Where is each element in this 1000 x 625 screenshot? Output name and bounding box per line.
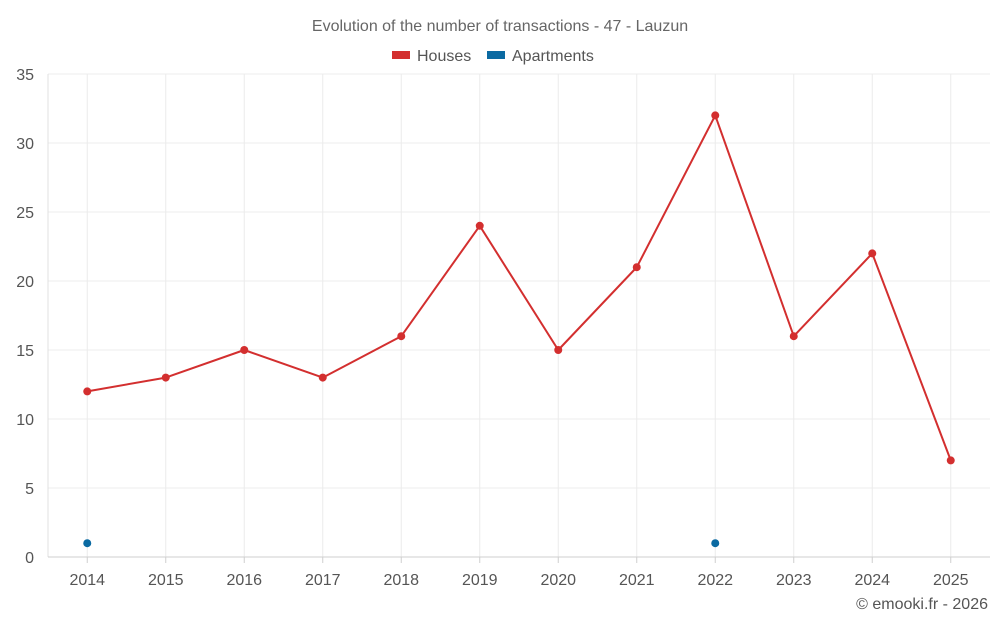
- data-point-houses[interactable]: [946, 456, 955, 465]
- series-layer: [83, 111, 955, 548]
- y-tick-label: 15: [16, 343, 34, 360]
- y-tick-label: 25: [16, 205, 34, 222]
- data-point-houses[interactable]: [475, 221, 484, 230]
- legend-label-apartments: Apartments: [512, 48, 594, 65]
- gridlines: [48, 73, 990, 557]
- x-tick-label: 2016: [226, 572, 262, 589]
- legend-swatch-apartments: [487, 51, 505, 59]
- data-point-houses[interactable]: [632, 263, 641, 272]
- chart-title: Evolution of the number of transactions …: [312, 18, 688, 35]
- data-point-houses[interactable]: [240, 346, 249, 354]
- x-axis-ticks: 2014 2015 2016 2017 2018 2019 2020 2021 2022 2023…: [69, 557, 969, 589]
- y-tick-label: 35: [16, 67, 34, 84]
- y-axis-ticks: 0 5 10 15 20 25 30 35: [16, 67, 34, 567]
- axes: [47, 74, 990, 558]
- data-point-houses[interactable]: [868, 249, 877, 258]
- x-tick-label: 2017: [305, 572, 341, 589]
- data-point-houses[interactable]: [161, 373, 170, 382]
- data-point-houses[interactable]: [83, 387, 92, 396]
- y-tick-label: 0: [25, 550, 34, 567]
- credit-text: © emooki.fr - 2026: [856, 596, 988, 613]
- data-point-houses[interactable]: [789, 332, 798, 341]
- data-point-houses[interactable]: [711, 111, 720, 120]
- series-line-houses: [87, 114, 952, 461]
- data-point-apartments[interactable]: [711, 539, 720, 548]
- x-tick-label: 2024: [854, 572, 890, 589]
- legend-label-houses: Houses: [417, 48, 471, 65]
- y-tick-label: 20: [16, 274, 34, 291]
- data-point-houses[interactable]: [397, 332, 406, 341]
- x-tick-label: 2014: [69, 572, 105, 589]
- x-tick-label: 2020: [540, 572, 576, 589]
- legend: Houses Apartments: [392, 48, 594, 65]
- x-tick-label: 2015: [148, 572, 184, 589]
- y-tick-label: 30: [16, 136, 34, 153]
- y-tick-label: 10: [16, 412, 34, 429]
- x-tick-label: 2019: [462, 572, 498, 589]
- x-tick-label: 2022: [697, 572, 733, 589]
- x-tick-label: 2021: [619, 572, 655, 589]
- legend-item-houses[interactable]: Houses: [392, 48, 471, 65]
- data-point-houses[interactable]: [318, 373, 327, 382]
- y-tick-label: 5: [25, 481, 34, 498]
- data-point-apartments[interactable]: [83, 539, 92, 548]
- series-apartments: [83, 539, 720, 548]
- series-houses: [83, 111, 955, 465]
- x-tick-label: 2023: [776, 572, 812, 589]
- legend-item-apartments[interactable]: Apartments: [487, 48, 594, 65]
- x-tick-label: 2018: [383, 572, 419, 589]
- data-point-houses[interactable]: [554, 346, 563, 354]
- legend-swatch-houses: [392, 51, 410, 59]
- x-tick-label: 2025: [933, 572, 969, 589]
